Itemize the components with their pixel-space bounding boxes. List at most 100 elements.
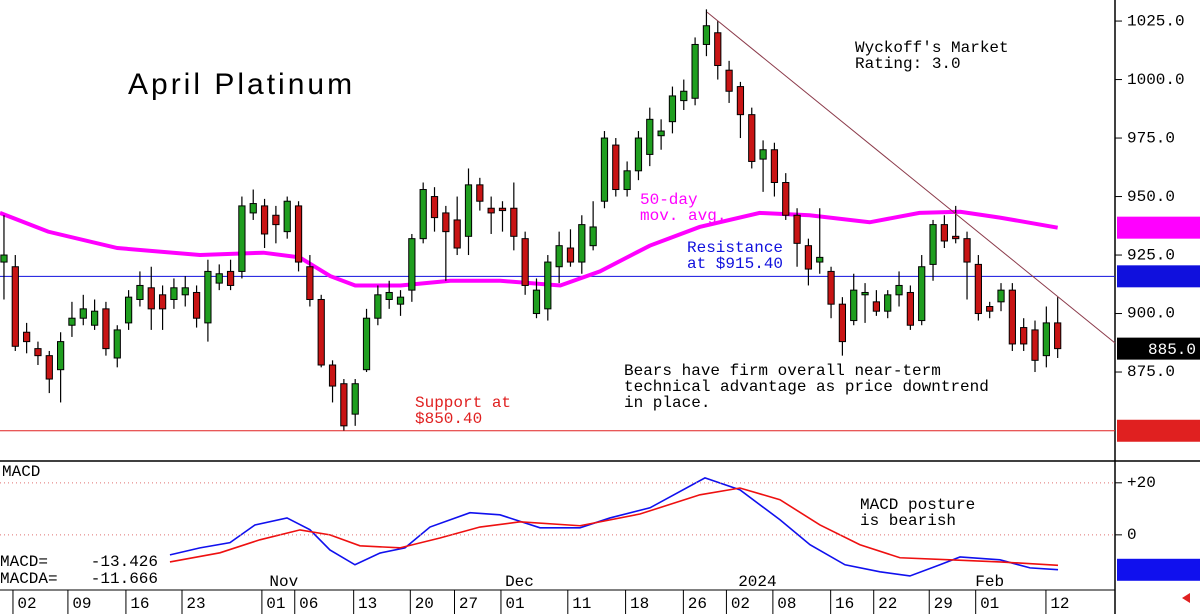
x-tick-label: 13 [358, 595, 377, 613]
candle-body [827, 270, 835, 305]
candle-body [181, 287, 189, 296]
y-tick-label: 0 [1127, 526, 1137, 544]
candle-body [974, 263, 982, 315]
candle-body [952, 235, 960, 240]
candle-body [306, 266, 314, 300]
candle-body [748, 114, 756, 162]
candle-body [396, 296, 405, 305]
candle-body [374, 294, 382, 319]
candle-body [113, 329, 121, 359]
annotation: Rating: 3.0 [855, 55, 961, 73]
candle-body [804, 245, 813, 270]
candle-body [340, 383, 348, 427]
candle-body [453, 219, 461, 249]
annotation: MACD posture [860, 496, 975, 514]
series-line [169, 487, 1059, 567]
candle-body [192, 291, 201, 319]
value-box [1117, 558, 1200, 581]
candle-body [147, 287, 155, 310]
readout-box [0, 552, 168, 589]
candle-body [272, 214, 280, 226]
candle-body [940, 224, 948, 242]
y-tick-label: 900.0 [1127, 305, 1175, 323]
candle-body [23, 331, 31, 343]
x-tick-label: 20 [415, 595, 434, 613]
candle-body [430, 196, 439, 219]
candle-body [555, 245, 563, 268]
annotation: Bears have firm overall near-term [624, 362, 941, 380]
candle-body [68, 317, 76, 326]
x-tick-label: 26 [688, 595, 707, 613]
x-tick-label: 23 [186, 595, 205, 613]
x-tick-label: 18 [630, 595, 649, 613]
candle-body [442, 212, 450, 233]
candle-body [668, 95, 677, 123]
readout-label: MACDA= [0, 570, 58, 588]
readout-label: MACD= [0, 553, 48, 571]
candle-body [260, 205, 269, 235]
candle-body [238, 205, 246, 272]
annotation: in place. [624, 394, 710, 412]
candle-body [57, 341, 65, 371]
x-tick-label: 02 [731, 595, 750, 613]
candle-body [884, 294, 892, 312]
candle-body [918, 266, 926, 322]
candle-body [204, 270, 212, 324]
candle-body [612, 144, 620, 191]
y-tick-label: 1000.0 [1127, 71, 1185, 89]
candle-body [544, 261, 552, 310]
candle-body [566, 247, 575, 263]
x-tick-label: 12 [1050, 595, 1069, 613]
x-tick-label: 29 [934, 595, 953, 613]
candle-body [510, 207, 518, 237]
value-box [1117, 265, 1200, 288]
trendline [706, 11, 1116, 344]
series-line [169, 476, 1059, 577]
x-group-label: Dec [505, 573, 534, 591]
y-tick-label: 1025.0 [1127, 12, 1185, 30]
candle-body [294, 205, 303, 263]
candle-body [45, 355, 53, 380]
candle-body [215, 273, 223, 284]
candle-body [623, 170, 631, 191]
x-tick-label: 16 [130, 595, 149, 613]
candle-body [124, 296, 133, 324]
candle-body [0, 254, 8, 263]
candle-body [997, 289, 1005, 303]
y-tick-label: 875.0 [1127, 363, 1175, 381]
candle-body [1042, 322, 1050, 357]
candle-body [283, 200, 291, 233]
candle-body [419, 189, 427, 240]
candle-body [872, 301, 881, 312]
candle-body [385, 291, 393, 300]
candle-body [11, 266, 19, 347]
candle-body [90, 310, 99, 326]
candle-body [600, 137, 609, 202]
x-tick-label: 01 [266, 595, 285, 613]
x-tick-label: 06 [299, 595, 318, 613]
candle-body [408, 238, 416, 291]
candle-body [646, 118, 654, 155]
scroll-arrow [1182, 593, 1190, 603]
x-group-label: Nov [269, 573, 298, 591]
candle-body [714, 32, 722, 67]
candle-body [1031, 329, 1039, 361]
candle-body [895, 284, 903, 296]
candle-body [634, 137, 643, 172]
annotation: mov. avg. [640, 207, 726, 225]
candle-body [1054, 322, 1062, 350]
y-tick-label: +20 [1127, 474, 1156, 492]
candle-body [476, 184, 484, 202]
annotation: is bearish [860, 512, 956, 530]
annotation: 50-day [640, 191, 698, 209]
value-box [1117, 419, 1200, 442]
candle-body [906, 291, 914, 326]
candle-body [362, 317, 371, 371]
candle-body [691, 43, 699, 99]
candle-body [861, 291, 869, 296]
candle-body [136, 284, 144, 300]
candle-body [1008, 289, 1016, 345]
candle-body [226, 270, 235, 286]
candle-body [532, 289, 541, 315]
candle-body [578, 224, 586, 263]
